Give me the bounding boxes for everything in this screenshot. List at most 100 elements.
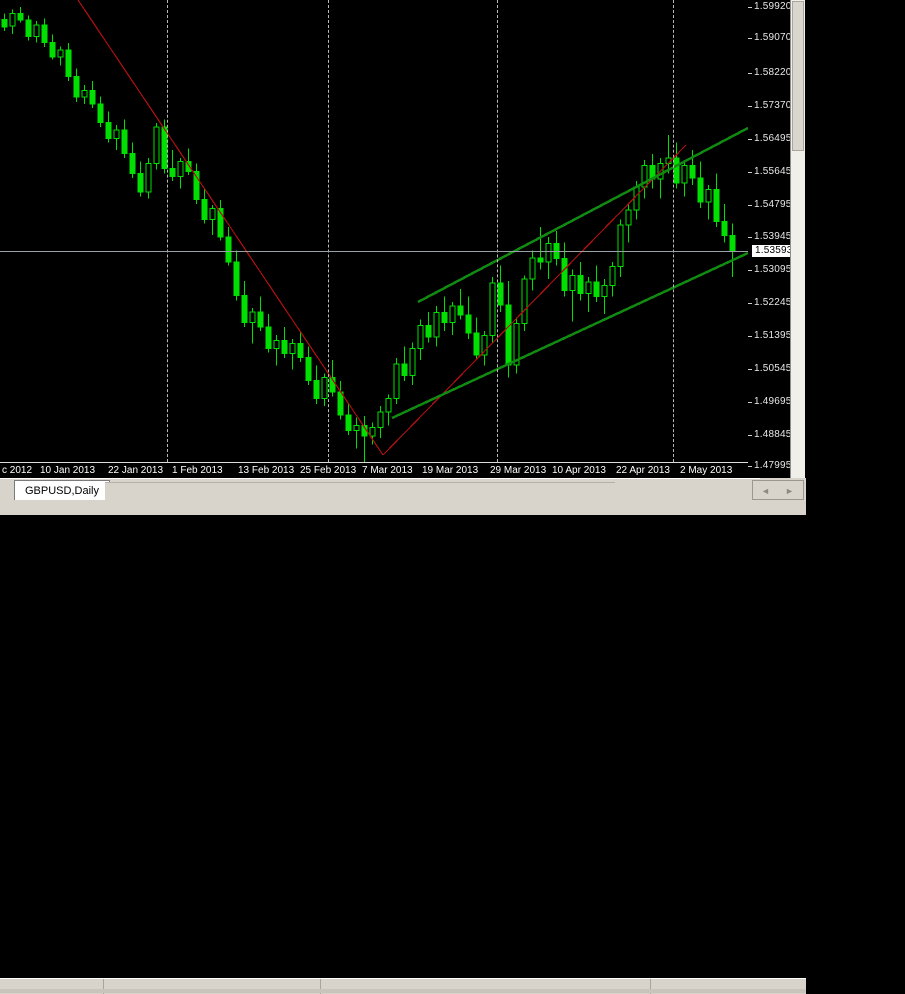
trendline-downtrend[interactable]: [77, 0, 384, 456]
candle-body: [673, 157, 680, 184]
candle-body: [377, 411, 384, 428]
price-tick: [748, 270, 752, 271]
trendline-uptrend[interactable]: [382, 144, 687, 456]
candle-body: [145, 163, 152, 193]
scroll-right-arrow-icon[interactable]: ►: [783, 484, 796, 497]
date-label: 19 Mar 2013: [422, 465, 479, 476]
candle-body: [137, 172, 144, 193]
price-label: 1.51395: [754, 330, 790, 341]
candle-body: [153, 126, 160, 165]
price-label: 1.47995: [754, 460, 790, 471]
candle-body: [321, 376, 328, 399]
candle-body: [569, 274, 576, 292]
candle-body: [585, 281, 592, 294]
candle-body: [113, 129, 120, 140]
price-tick: [748, 466, 752, 467]
candle-body: [449, 305, 456, 324]
price-label: 1.56495: [754, 133, 790, 144]
price-tick: [748, 172, 752, 173]
price-tick: [748, 336, 752, 337]
date-label: c 2012: [2, 465, 33, 476]
scroll-left-arrow-icon[interactable]: ◄: [759, 484, 772, 497]
price-label: 1.58220: [754, 67, 790, 78]
price-tick: [748, 237, 752, 238]
candle-body: [129, 152, 136, 174]
candle-body: [297, 342, 304, 358]
candle-body: [433, 312, 440, 338]
candle-body: [33, 24, 40, 38]
candle-body: [409, 347, 416, 376]
tab-strip-empty-area[interactable]: [105, 482, 615, 501]
candle-body: [289, 342, 296, 354]
candle-body: [689, 165, 696, 179]
vertical-gridline: [673, 0, 674, 462]
trendline-channel-lower[interactable]: [391, 251, 748, 420]
candle-body: [273, 340, 280, 349]
vertical-gridline: [497, 0, 498, 462]
current-price-label: 1.53593: [752, 245, 790, 257]
candle-body: [257, 311, 264, 328]
price-label: 1.59920: [754, 1, 790, 12]
vertical-scrollbar-thumb[interactable]: [792, 1, 804, 151]
candle-body: [57, 49, 64, 58]
candle-body: [201, 198, 208, 220]
candle-body: [89, 90, 96, 105]
candle-body: [9, 13, 16, 27]
price-label: 1.50545: [754, 363, 790, 374]
candle-body: [713, 188, 720, 222]
date-label: 10 Apr 2013: [552, 465, 606, 476]
candle-body: [185, 161, 192, 172]
window-bottom-edge: [0, 989, 806, 993]
date-label: 2 May 2013: [680, 465, 733, 476]
candle-body: [41, 24, 48, 43]
candle-body: [241, 295, 248, 324]
date-label: 22 Apr 2013: [616, 465, 670, 476]
candle-body: [537, 257, 544, 263]
candle-body: [345, 414, 352, 431]
bottom-bar: GBPUSD,Daily ◄ ►: [0, 478, 905, 994]
candle-body: [417, 324, 424, 349]
candle-body: [601, 285, 608, 297]
vertical-gridline: [167, 0, 168, 462]
candle-body: [225, 236, 232, 263]
candle-body: [329, 376, 336, 393]
vertical-scrollbar[interactable]: [790, 0, 805, 478]
candle-body: [121, 129, 128, 154]
candle-body: [169, 168, 176, 177]
candle-body: [425, 324, 432, 338]
price-label: 1.57370: [754, 100, 790, 111]
date-label: 29 Mar 2013: [490, 465, 547, 476]
candle-body: [473, 332, 480, 356]
candle-body: [561, 258, 568, 292]
price-tick: [748, 106, 752, 107]
price-axis[interactable]: 1.59920 1.59070 1.58220 1.57370 1.56495 1.556…: [748, 0, 790, 478]
price-tick: [748, 402, 752, 403]
chart-tab-strip[interactable]: GBPUSD,Daily ◄ ►: [0, 478, 804, 501]
chart-plot-area[interactable]: [0, 0, 748, 462]
candle-body: [249, 311, 256, 324]
horizontal-scroll-buttons[interactable]: ◄ ►: [752, 480, 804, 500]
vertical-gridline: [328, 0, 329, 462]
candle-body: [177, 161, 184, 177]
date-label: 22 Jan 2013: [108, 465, 164, 476]
date-label: 25 Feb 2013: [300, 465, 357, 476]
candle-body: [481, 335, 488, 356]
candle-body: [497, 282, 504, 306]
price-tick: [748, 435, 752, 436]
candle-body: [337, 391, 344, 416]
candle-body: [593, 281, 600, 297]
chart-window[interactable]: c 2012 10 Jan 2013 22 Jan 2013 1 Feb 2013 13…: [0, 0, 790, 478]
trendline-channel-upper[interactable]: [417, 126, 748, 304]
price-tick: [748, 303, 752, 304]
price-label: 1.49695: [754, 396, 790, 407]
candle-body: [369, 426, 376, 437]
price-label: 1.53945: [754, 231, 790, 242]
candle-body: [49, 41, 56, 58]
candle-body: [545, 242, 552, 263]
candle-body: [313, 379, 320, 399]
candle-body: [705, 188, 712, 203]
price-label: 1.54795: [754, 199, 790, 210]
price-label: 1.59070: [754, 32, 790, 43]
price-tick: [748, 369, 752, 370]
chart-tab-gbpusd-daily[interactable]: GBPUSD,Daily: [14, 480, 110, 500]
